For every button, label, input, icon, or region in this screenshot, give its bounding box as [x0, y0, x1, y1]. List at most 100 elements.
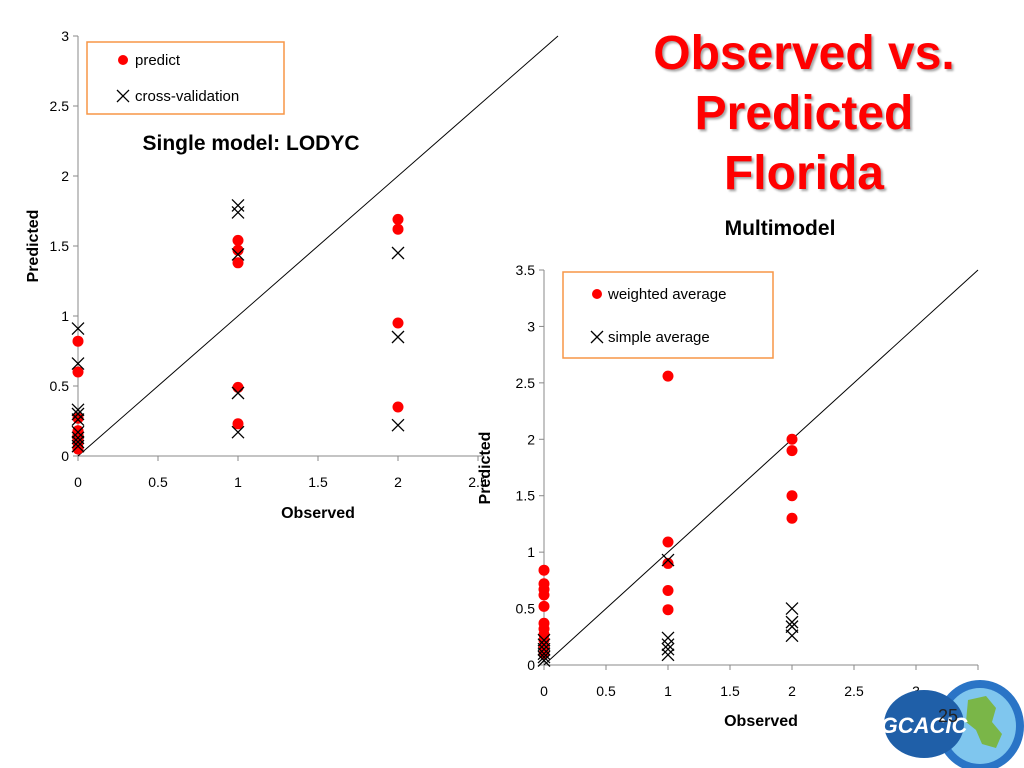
data-point: [785, 602, 799, 616]
data-point: [662, 370, 674, 382]
series-2: [537, 553, 799, 667]
y-axis-label: Predicted: [477, 432, 494, 505]
x-tick-label: 1.5: [308, 474, 328, 490]
data-point: [72, 335, 84, 347]
x-tick-label: 2.5: [468, 474, 488, 490]
data-point: [537, 650, 551, 664]
legend-marker: [592, 289, 602, 299]
data-point: [786, 512, 798, 524]
y-tick-label: 1: [527, 544, 535, 560]
reference-line: [77, 35, 559, 457]
logo-badge: [884, 690, 964, 758]
data-point: [71, 435, 85, 449]
data-point: [71, 357, 85, 371]
data-point: [71, 322, 85, 336]
data-point: [785, 615, 799, 629]
data-point: [231, 198, 245, 212]
legend-label: cross-validation: [135, 88, 239, 105]
data-point: [231, 386, 245, 400]
y-tick-label: 0: [61, 448, 69, 464]
series-2: [71, 198, 405, 453]
y-tick-label: 2: [61, 168, 69, 184]
data-point: [785, 629, 799, 643]
legend-label: predict: [135, 52, 181, 69]
data-point: [232, 244, 244, 256]
data-point: [538, 564, 550, 576]
data-point: [232, 234, 244, 246]
y-tick-label: 2.5: [50, 98, 70, 114]
legend-box: [86, 41, 285, 115]
x-tick-label: 1: [234, 474, 242, 490]
data-point: [537, 654, 551, 667]
legend-marker: [116, 89, 130, 103]
y-tick-label: 1.5: [516, 488, 536, 504]
slide-number: 25: [938, 706, 959, 726]
x-tick-label: 2.5: [844, 683, 864, 699]
data-point: [71, 403, 85, 417]
chart-2: 00.511.522.533.500.511.522.533.5Multimod…: [477, 217, 1008, 735]
data-point: [661, 648, 675, 662]
x-tick-label: 2: [788, 683, 796, 699]
data-point: [392, 317, 404, 329]
logo-continent: [966, 696, 1002, 748]
data-point: [71, 425, 85, 439]
logo-text: GCACIC: [884, 713, 968, 738]
slide-title: Observed vs. Predicted Florida: [618, 24, 990, 204]
reference-line: [543, 269, 979, 666]
y-tick-label: 3.5: [516, 262, 536, 278]
legend-marker: [590, 330, 604, 344]
legend-label: simple average: [608, 329, 710, 346]
data-point: [231, 205, 245, 219]
data-point: [538, 600, 550, 612]
y-tick-label: 0: [527, 657, 535, 673]
data-point: [232, 257, 244, 269]
y-tick-label: 1.5: [50, 238, 70, 254]
y-tick-label: 2: [527, 431, 535, 447]
data-point: [662, 585, 674, 597]
slide-title-line-3: Florida: [723, 147, 884, 200]
data-point: [72, 412, 84, 424]
x-axis-label: Observed: [281, 505, 355, 522]
x-axis-label: Observed: [724, 713, 798, 730]
gcacic-logo: GCACIC: [884, 680, 1024, 768]
chart-title: Single model: LODYC: [142, 132, 359, 155]
x-tick-label: 1: [664, 683, 672, 699]
data-point: [786, 445, 798, 457]
data-point: [391, 246, 405, 260]
y-tick-label: 1: [61, 308, 69, 324]
y-tick-label: 0.5: [516, 601, 536, 617]
data-point: [392, 213, 404, 225]
data-point: [231, 247, 245, 261]
data-point: [537, 638, 551, 652]
data-point: [71, 413, 85, 427]
x-tick-label: 1.5: [720, 683, 740, 699]
data-point: [661, 638, 675, 652]
legend-box: [562, 271, 774, 359]
slide-title-line-2: Predicted: [694, 87, 914, 140]
data-point: [538, 589, 550, 601]
y-tick-label: 0.5: [50, 378, 70, 394]
y-tick-label: 3: [61, 28, 69, 44]
x-tick-label: 0.5: [596, 683, 616, 699]
data-point: [661, 553, 675, 567]
data-point: [662, 604, 674, 616]
chart-title: Multimodel: [725, 217, 836, 240]
data-point: [391, 330, 405, 344]
data-point: [786, 490, 798, 502]
data-point: [72, 443, 84, 455]
data-point: [71, 407, 85, 421]
x-tick-label: 0.5: [148, 474, 168, 490]
x-tick-label: 0: [540, 683, 548, 699]
legend-label: weighted average: [607, 286, 726, 303]
chart-1: 0 0.5 1 1.5 2 2.5 3 0 0.5 1 1.5 2 2.5 3 Single model: …: [25, 28, 562, 522]
y-tick-label: 2.5: [516, 375, 536, 391]
data-point: [662, 536, 674, 548]
slide-title-line-1: Observed vs.: [653, 27, 955, 80]
y-tick-label: 3: [527, 318, 535, 334]
data-point: [231, 425, 245, 439]
data-point: [537, 633, 551, 647]
data-point: [232, 381, 244, 393]
data-point: [785, 620, 799, 634]
